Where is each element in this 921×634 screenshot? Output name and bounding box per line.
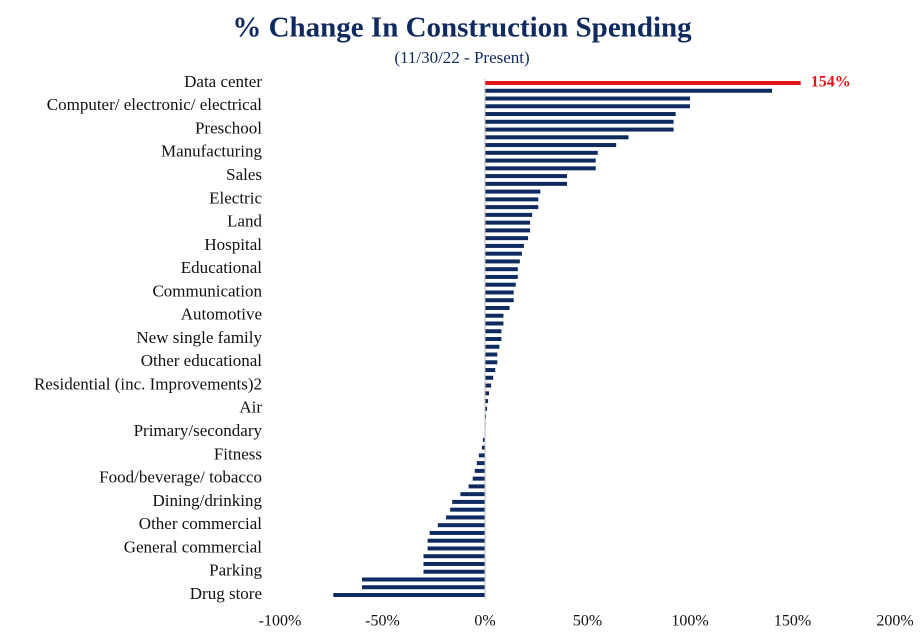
x-tick-label: -50% [365,613,400,630]
x-tick-label: 50% [573,613,602,630]
bar [485,305,510,310]
bar [485,274,518,279]
bar [362,585,485,590]
bar [485,197,539,202]
y-tick-label: Communication [152,281,262,300]
bar [437,523,485,528]
bar [485,399,489,404]
bar [481,445,485,450]
bar [485,158,596,163]
y-tick-label: Data center [184,72,262,91]
bar [485,267,518,272]
y-tick-label: Other commercial [139,514,262,533]
y-tick-label: Parking [209,561,262,580]
bar [485,174,567,179]
bar [485,368,496,373]
bar [472,476,485,481]
bar [446,515,485,520]
bar [423,561,485,566]
y-tick-label: Automotive [181,305,262,324]
bar [485,127,674,132]
y-tick-label: Food/beverage/ tobacco [99,468,262,487]
bar [485,104,690,109]
y-tick-label: Educational [181,258,262,277]
bar [485,150,598,155]
y-tick-label: Electric [209,188,262,207]
bar [485,329,502,334]
bar [485,313,504,318]
y-tick-label: Other educational [141,351,263,370]
y-tick-label: General commercial [124,537,263,556]
data-label: 154% [811,74,851,91]
bar [485,135,629,140]
bar [485,166,596,171]
bar [423,569,485,574]
x-tick-label: 0% [474,613,495,630]
y-tick-label: Hospital [204,235,262,254]
y-tick-label: New single family [136,328,262,347]
bar [476,461,485,466]
x-tick-label: 100% [671,613,708,630]
bar [485,143,617,148]
bar [485,352,498,357]
bar [450,507,485,512]
bar [460,492,485,497]
bar [452,499,485,504]
y-tick-label: Air [239,398,262,417]
bar [485,189,541,194]
bar [468,484,485,489]
bar [485,181,567,186]
bar [478,453,485,458]
chart-subtitle: (11/30/22 - Present) [394,48,529,67]
y-tick-label: Drug store [190,584,262,603]
bar [427,538,485,543]
y-tick-label: Residential (inc. Improvements)2 [34,374,262,393]
bar [485,344,500,349]
bar [485,391,490,396]
y-tick-label: Preschool [195,118,262,137]
bar [485,375,494,380]
bar [362,577,485,582]
bar [485,321,504,326]
bar [482,437,485,442]
y-tick-label: Primary/secondary [134,421,263,440]
bar [485,96,690,101]
bar [485,212,533,217]
bar [485,282,516,287]
y-tick-label: Fitness [214,444,262,463]
y-tick-label: Land [227,212,262,231]
bar [333,593,485,597]
bar [485,360,498,365]
bar [423,554,485,559]
y-tick-label: Computer/ electronic/ electrical [47,95,263,114]
bar [485,81,801,85]
bar [474,468,485,473]
chart-title: % Change In Construction Spending [232,12,692,44]
bar [485,220,531,225]
bar [485,298,514,303]
bar [485,259,520,264]
bar [485,414,487,419]
bar [485,88,772,93]
bar [485,251,522,256]
bar [485,337,502,341]
bar [485,406,488,411]
bar [485,112,676,117]
x-tick-label: -100% [259,613,302,630]
bar [429,530,485,535]
bar [485,383,492,388]
bar [485,205,539,210]
bar [485,228,531,233]
bar [485,243,524,248]
bar [485,236,529,241]
bar [485,119,674,124]
bar [427,546,485,551]
x-tick-label: 150% [774,613,811,630]
y-tick-label: Sales [226,165,262,184]
x-tick-label: 200% [876,613,913,630]
bar [485,290,514,295]
y-tick-label: Dining/drinking [152,491,262,510]
y-tick-label: Manufacturing [161,142,263,161]
